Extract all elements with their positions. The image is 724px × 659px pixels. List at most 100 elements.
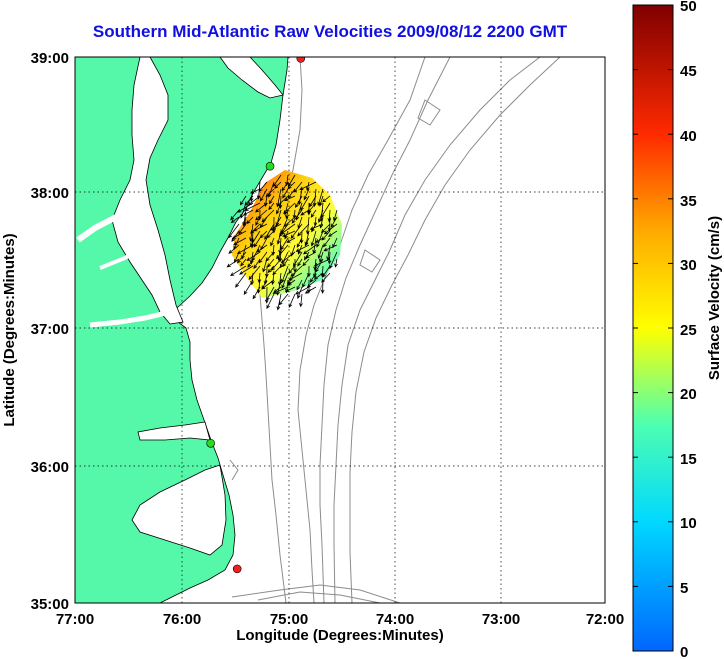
velocity-arrow xyxy=(276,279,282,296)
velocity-arrow xyxy=(309,223,324,230)
velocity-arrow xyxy=(239,265,254,275)
velocity-arrow xyxy=(274,181,282,189)
map-grid xyxy=(75,57,605,603)
velocity-arrow xyxy=(319,251,324,263)
velocity-arrow xyxy=(231,230,247,239)
y-tick-label: 37:00 xyxy=(31,321,69,338)
colorbar-tick-label: 0 xyxy=(680,644,688,659)
velocity-arrow xyxy=(310,209,317,218)
velocity-arrow xyxy=(250,237,255,249)
velocity-arrow xyxy=(313,272,324,280)
velocity-arrow xyxy=(295,195,303,209)
velocity-arrow xyxy=(328,230,338,237)
velocity-arrow xyxy=(240,202,247,219)
velocity-arrow xyxy=(315,237,324,243)
x-tick-label: 75:00 xyxy=(270,611,308,628)
velocity-arrow xyxy=(318,195,324,207)
velocity-arrow xyxy=(226,258,240,268)
velocity-arrow xyxy=(286,237,296,243)
velocity-arrow xyxy=(230,209,240,221)
velocity-arrow xyxy=(305,251,317,258)
velocity-arrow xyxy=(330,216,338,228)
velocity-arrow xyxy=(228,223,240,239)
velocity-arrow xyxy=(322,265,331,278)
velocity-arrow xyxy=(268,202,275,211)
velocity-arrow xyxy=(238,223,247,235)
y-tick-label: 38:00 xyxy=(31,185,69,202)
pamlico-sound xyxy=(131,464,227,556)
colorbar-tick-label: 20 xyxy=(680,386,697,403)
x-tick-label: 73:00 xyxy=(482,611,520,628)
velocity-arrow xyxy=(293,258,297,273)
velocity-arrow xyxy=(246,216,254,225)
velocity-arrow xyxy=(235,272,247,288)
velocity-arrow xyxy=(248,265,261,280)
velocity-arrow xyxy=(316,230,324,248)
velocity-arrow xyxy=(236,244,254,254)
colorbar-tick-label: 35 xyxy=(680,193,697,210)
colorbar-tick-label: 45 xyxy=(680,63,697,80)
velocity-arrow xyxy=(282,188,289,199)
velocity-arrow xyxy=(295,244,310,252)
colorbar-tick-label: 50 xyxy=(680,0,697,15)
velocity-arrow xyxy=(280,237,289,251)
velocity-arrow xyxy=(262,258,268,273)
colorbar-tick-label: 30 xyxy=(680,257,697,274)
colorbar xyxy=(632,4,674,652)
velocity-arrow xyxy=(285,209,289,220)
velocity-arrow xyxy=(253,237,261,248)
velocity-arrow xyxy=(247,258,254,268)
colorbar-tick-label: 25 xyxy=(680,322,697,339)
plot-frame xyxy=(74,56,606,604)
velocity-arrow xyxy=(283,195,296,202)
velocity-arrow xyxy=(261,279,275,290)
velocity-arrow xyxy=(258,251,268,264)
velocity-arrow xyxy=(256,244,268,253)
y-tick-label: 35:00 xyxy=(31,596,69,613)
velocity-arrow xyxy=(265,188,275,198)
colorbar-ticks xyxy=(633,4,673,652)
velocity-arrow xyxy=(243,279,254,295)
velocity-arrow xyxy=(299,293,303,308)
velocity-arrow xyxy=(287,174,296,188)
velocity-arrow xyxy=(278,293,289,306)
velocity-arrow xyxy=(243,216,247,226)
velocity-arrow xyxy=(302,272,310,288)
velocity-arrows xyxy=(226,174,338,311)
velocity-arrow xyxy=(259,230,268,239)
velocity-arrow xyxy=(322,237,331,248)
velocity-arrow xyxy=(334,258,338,268)
x-tick-label: 77:00 xyxy=(56,611,94,628)
velocity-arrow xyxy=(267,265,275,274)
velocity-arrow xyxy=(290,223,303,239)
velocity-arrow xyxy=(267,258,275,268)
velocity-arrow xyxy=(233,237,247,245)
y-tick-label: 36:00 xyxy=(31,459,69,476)
radar-stations xyxy=(206,57,306,574)
y-tick-label: 39:00 xyxy=(31,50,69,67)
colorbar-tick-label: 5 xyxy=(680,580,688,597)
velocity-arrow xyxy=(268,195,275,205)
velocity-arrow xyxy=(239,195,247,206)
x-tick-label: 74:00 xyxy=(376,611,414,628)
velocity-arrow xyxy=(297,223,310,237)
velocity-arrow xyxy=(304,286,317,294)
velocity-arrow xyxy=(284,286,296,292)
velocity-arrow xyxy=(306,279,317,288)
x-tick-label: 76:00 xyxy=(163,611,201,628)
velocity-arrow xyxy=(306,265,311,278)
colorbar-tick-label: 10 xyxy=(680,515,697,532)
velocity-arrow xyxy=(304,237,310,247)
velocity-arrow xyxy=(302,258,310,267)
velocity-arrow xyxy=(246,251,261,261)
velocity-arrow xyxy=(296,279,303,291)
velocity-arrow xyxy=(288,272,303,281)
velocity-arrow xyxy=(266,293,275,310)
velocity-arrow xyxy=(269,223,282,231)
velocity-arrow xyxy=(297,258,303,267)
velocity-arrow xyxy=(300,195,310,211)
velocity-arrow xyxy=(294,286,310,295)
velocity-arrow xyxy=(242,209,254,216)
velocity-arrow xyxy=(296,237,303,248)
